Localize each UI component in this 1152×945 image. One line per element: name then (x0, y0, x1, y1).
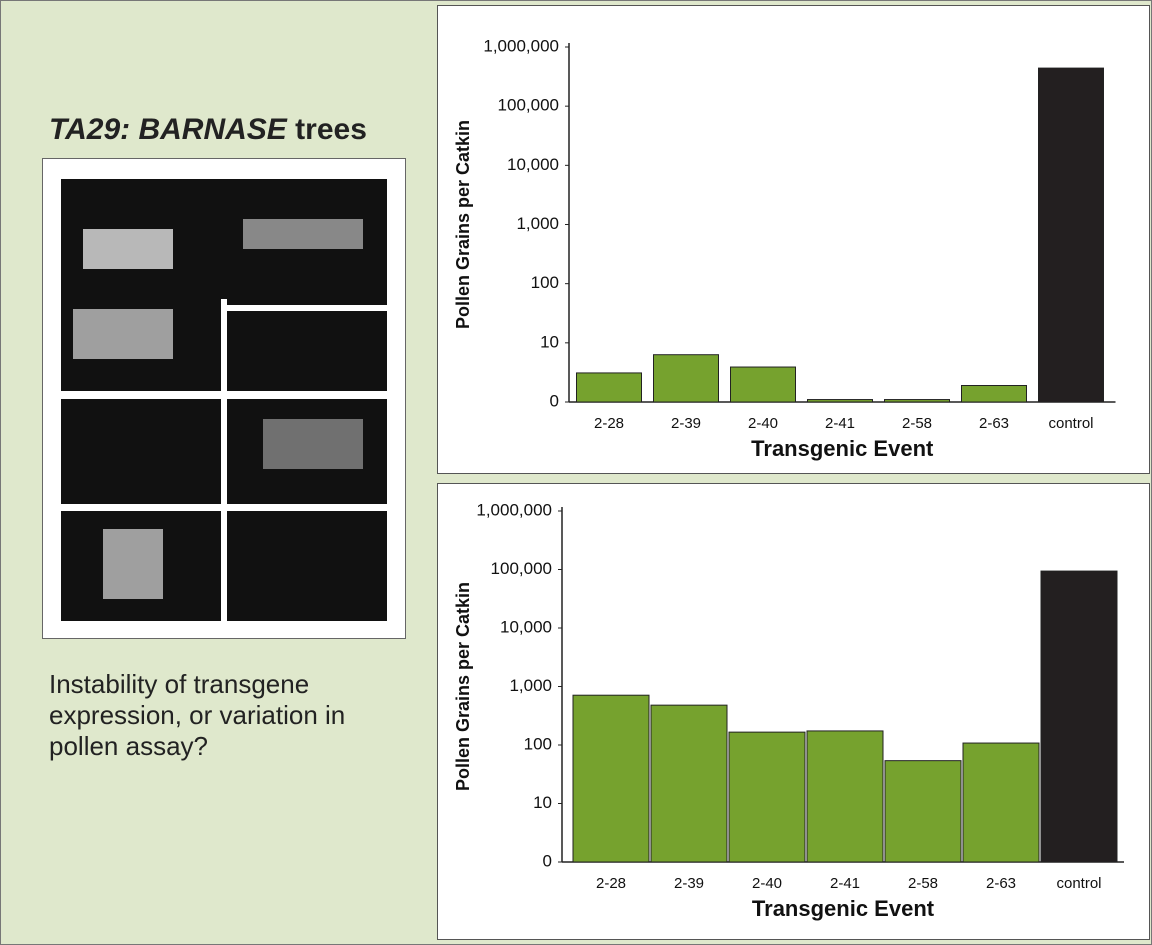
bar (807, 731, 883, 862)
x-tick-label: 2-28 (596, 875, 626, 892)
chart-panel: 0 10 100 1,000 10,000 100,000 1,000,000 2-28 2-3… (437, 483, 1150, 940)
bar (1039, 68, 1104, 402)
y-tick-label: 1,000 (509, 676, 552, 695)
x-tick-label: 2-41 (830, 875, 860, 892)
y-tick-label: 1,000,000 (476, 500, 552, 519)
bar (573, 695, 649, 862)
y-tick-label: 10 (540, 332, 559, 351)
y-tick-label: 100,000 (491, 559, 552, 578)
x-tick-label: 2-39 (674, 875, 704, 892)
photo (42, 158, 406, 639)
bar (1041, 571, 1117, 862)
y-tick-label: 1,000,000 (483, 36, 559, 55)
slide: TA29: BARNASE trees Instability of trans… (0, 0, 1152, 945)
x-tick-label: 2-63 (979, 415, 1009, 432)
x-tick-label: 2-41 (825, 415, 855, 432)
x-tick-label: 2-28 (594, 415, 624, 432)
bar (577, 373, 642, 402)
bar (885, 761, 961, 862)
x-axis-title: Transgenic Event (752, 896, 935, 921)
x-tick-label: 2-58 (902, 415, 932, 432)
caption: Instability of transgene expression, or … (49, 669, 419, 762)
bar (808, 400, 873, 402)
x-tick-label: 2-58 (908, 875, 938, 892)
x-tick-label: control (1056, 875, 1101, 892)
photo-image (43, 159, 405, 638)
y-tick-label: 10 (533, 793, 552, 812)
x-axis-title: Transgenic Event (751, 436, 934, 461)
y-tick-label: 10,000 (507, 155, 559, 174)
heading-italic: TA29: BARNASE (49, 113, 287, 146)
x-tick-label: 2-40 (752, 875, 782, 892)
y-tick-label: 1,000 (516, 214, 559, 233)
bar (731, 367, 796, 402)
bar (654, 355, 719, 402)
bar (729, 732, 805, 862)
bar (885, 400, 950, 402)
chart: 0 10 100 1,000 10,000 100,000 1,000,000 2-28 2-3… (438, 6, 1149, 473)
heading: TA29: BARNASE trees (49, 113, 367, 147)
bar (962, 386, 1027, 402)
y-tick-label: 0 (550, 391, 559, 410)
y-tick-label: 100,000 (498, 96, 559, 115)
chart: 0 10 100 1,000 10,000 100,000 1,000,000 2-28 2-3… (438, 484, 1149, 939)
bar (963, 743, 1039, 862)
y-axis-title: Pollen Grains per Catkin (453, 582, 473, 791)
x-tick-label: 2-39 (671, 415, 701, 432)
x-tick-label: 2-40 (748, 415, 778, 432)
x-tick-label: control (1048, 415, 1093, 432)
y-axis-title: Pollen Grains per Catkin (453, 120, 473, 329)
y-tick-label: 100 (524, 734, 552, 753)
x-tick-label: 2-63 (986, 875, 1016, 892)
bar (651, 705, 727, 862)
y-tick-label: 100 (531, 273, 559, 292)
y-tick-label: 10,000 (500, 617, 552, 636)
chart-panel: 0 10 100 1,000 10,000 100,000 1,000,000 2-28 2-3… (437, 5, 1150, 474)
heading-rest: trees (295, 113, 367, 146)
y-tick-label: 0 (543, 851, 552, 870)
